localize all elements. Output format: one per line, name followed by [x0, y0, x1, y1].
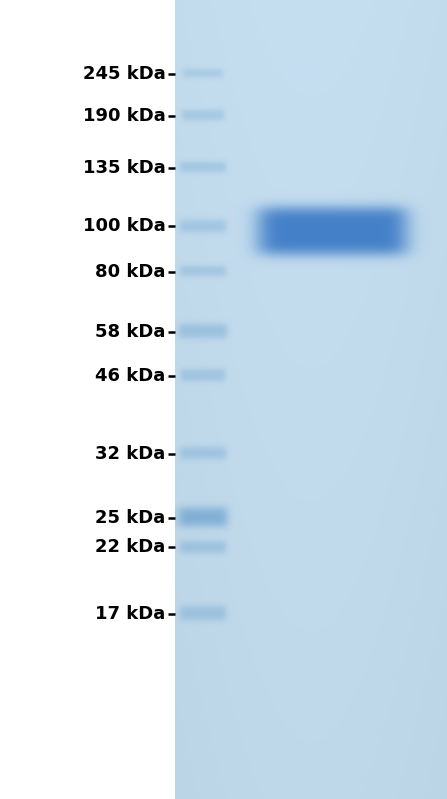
Text: 135 kDa: 135 kDa: [83, 159, 165, 177]
Text: 32 kDa: 32 kDa: [95, 445, 165, 463]
Text: 100 kDa: 100 kDa: [83, 217, 165, 235]
Text: 17 kDa: 17 kDa: [95, 605, 165, 622]
Text: 190 kDa: 190 kDa: [83, 107, 165, 125]
Text: 25 kDa: 25 kDa: [95, 509, 165, 527]
Text: 58 kDa: 58 kDa: [95, 323, 165, 340]
Text: 46 kDa: 46 kDa: [95, 367, 165, 384]
Text: 245 kDa: 245 kDa: [83, 65, 165, 82]
Text: 80 kDa: 80 kDa: [95, 263, 165, 280]
Text: 22 kDa: 22 kDa: [95, 539, 165, 556]
